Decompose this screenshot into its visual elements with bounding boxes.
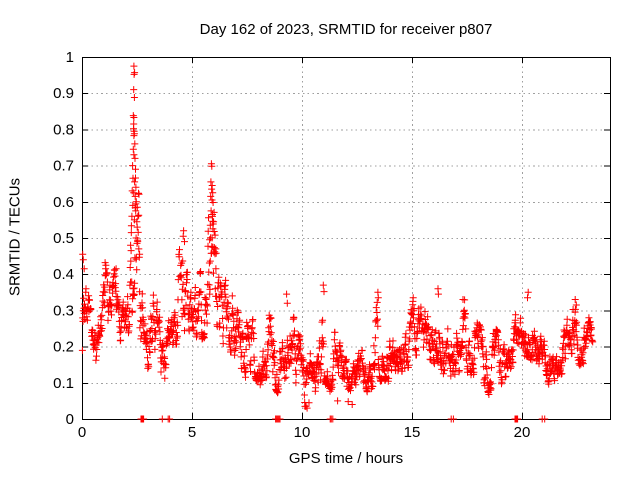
y-tick-label: 0.7 [53,158,74,175]
x-tick-label: 15 [404,424,421,441]
x-tick-label: 0 [78,424,86,441]
y-tick-label: 1 [66,49,74,66]
y-tick-label: 0.8 [53,121,74,138]
y-tick-label: 0.1 [53,375,74,392]
y-tick-label: 0.6 [53,194,74,211]
x-tick-label: 20 [514,424,531,441]
grid-lines [82,57,610,419]
y-tick-label: 0.3 [53,302,74,319]
y-tick-label: 0 [66,411,74,428]
tick-marks [82,57,610,420]
x-axis-label: GPS time / hours [288,450,404,467]
data-points [78,62,597,423]
y-tick-label: 0.2 [53,339,74,356]
chart-title: Day 162 of 2023, SRMTID for receiver p80… [199,21,493,38]
x-tick-label: 5 [188,424,196,441]
y-tick-label: 0.4 [53,266,74,283]
y-tick-label: 0.5 [53,230,74,247]
y-tick-label: 0.9 [53,85,74,102]
x-tick-label: 10 [294,424,311,441]
